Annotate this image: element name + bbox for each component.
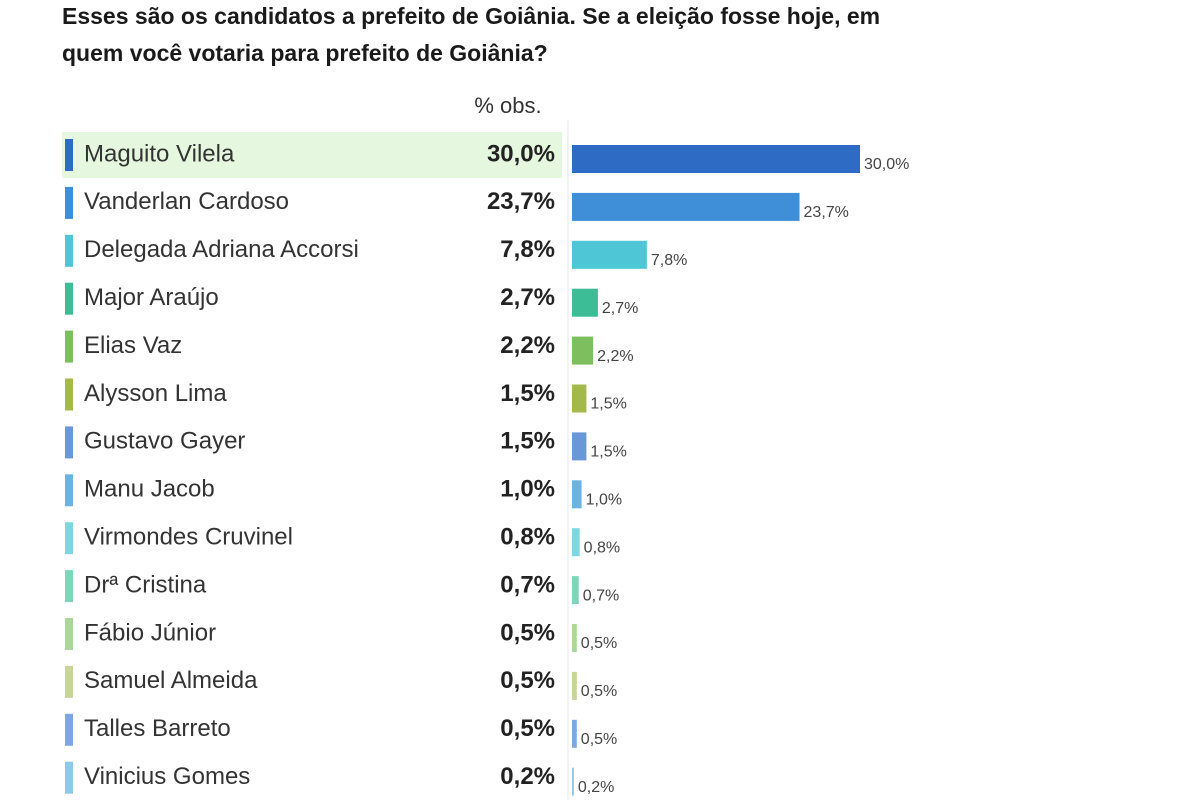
candidate-name: Vanderlan Cardoso bbox=[84, 188, 289, 215]
row-swatch bbox=[65, 234, 73, 267]
candidate-name: Major Araújo bbox=[84, 284, 219, 311]
bar bbox=[572, 480, 582, 509]
value-label: 0,2% bbox=[578, 779, 614, 796]
candidate-name: Elias Vaz bbox=[84, 332, 182, 359]
candidate-name: Manu Jacob bbox=[84, 476, 215, 503]
row-swatch bbox=[65, 665, 73, 698]
candidate-name: Virmondes Cruvinel bbox=[84, 524, 293, 551]
row-swatch bbox=[65, 713, 73, 746]
candidate-name: Maguito Vilela bbox=[84, 140, 235, 167]
value-label: 7,8% bbox=[651, 252, 687, 269]
row-swatch bbox=[65, 186, 73, 219]
row-swatch bbox=[65, 378, 73, 411]
percent: 0,5% bbox=[500, 715, 555, 742]
bar bbox=[572, 767, 574, 796]
chart-title: Esses são os candidatos a prefeito de Go… bbox=[62, 3, 880, 29]
percent: 2,2% bbox=[500, 332, 555, 359]
value-label: 2,2% bbox=[597, 348, 633, 365]
percent: 23,7% bbox=[487, 188, 555, 215]
bar bbox=[572, 432, 587, 461]
row-swatch bbox=[65, 618, 73, 650]
value-label: 2,7% bbox=[602, 300, 638, 317]
candidate-name: Samuel Almeida bbox=[84, 667, 258, 694]
candidate-name: Gustavo Gayer bbox=[84, 428, 245, 455]
percent: 2,7% bbox=[500, 284, 555, 311]
value-label: 0,5% bbox=[581, 635, 617, 652]
percent: 1,5% bbox=[500, 428, 555, 455]
row-swatch bbox=[65, 522, 73, 555]
percent: 1,0% bbox=[500, 476, 555, 503]
bar bbox=[572, 719, 577, 748]
percent: 7,8% bbox=[500, 236, 555, 263]
bar bbox=[572, 624, 577, 652]
value-label: 1,5% bbox=[590, 396, 626, 413]
value-label: 0,8% bbox=[584, 539, 620, 556]
value-label: 0,5% bbox=[581, 683, 617, 700]
percent: 0,2% bbox=[500, 763, 555, 790]
row-swatch bbox=[65, 570, 73, 603]
bar bbox=[572, 240, 647, 269]
column-header: % obs. bbox=[474, 93, 541, 118]
percent: 30,0% bbox=[487, 140, 555, 167]
percent: 0,7% bbox=[500, 571, 555, 598]
row-swatch bbox=[65, 330, 73, 363]
row-swatch bbox=[65, 426, 73, 459]
percent: 0,5% bbox=[500, 619, 555, 646]
row-highlight bbox=[62, 132, 562, 178]
value-label: 1,0% bbox=[586, 492, 622, 509]
bar bbox=[572, 145, 860, 173]
candidate-name: Talles Barreto bbox=[84, 715, 231, 742]
candidate-name: Vinicius Gomes bbox=[84, 763, 250, 790]
candidate-name: Delegada Adriana Accorsi bbox=[84, 236, 359, 263]
bar bbox=[572, 336, 594, 365]
value-label: 23,7% bbox=[804, 204, 849, 221]
row-swatch bbox=[65, 761, 73, 794]
value-label: 30,0% bbox=[864, 156, 909, 173]
percent: 1,5% bbox=[500, 380, 555, 407]
value-label: 1,5% bbox=[590, 444, 626, 461]
candidate-name: Fábio Júnior bbox=[84, 619, 216, 646]
row-swatch bbox=[65, 282, 73, 315]
bar bbox=[572, 288, 598, 317]
candidate-name: Alysson Lima bbox=[84, 380, 227, 407]
row-swatch bbox=[65, 139, 73, 171]
percent: 0,8% bbox=[500, 524, 555, 551]
chart-title: quem você votaria para prefeito de Goiân… bbox=[62, 40, 548, 66]
candidate-name: Drª Cristina bbox=[84, 571, 207, 598]
percent: 0,5% bbox=[500, 667, 555, 694]
bar bbox=[572, 528, 580, 557]
value-label: 0,5% bbox=[581, 731, 617, 748]
bar bbox=[572, 192, 800, 221]
bar bbox=[572, 576, 579, 605]
row-swatch bbox=[65, 474, 73, 507]
bar bbox=[572, 384, 587, 413]
value-label: 0,7% bbox=[583, 587, 619, 604]
bar bbox=[572, 671, 577, 700]
